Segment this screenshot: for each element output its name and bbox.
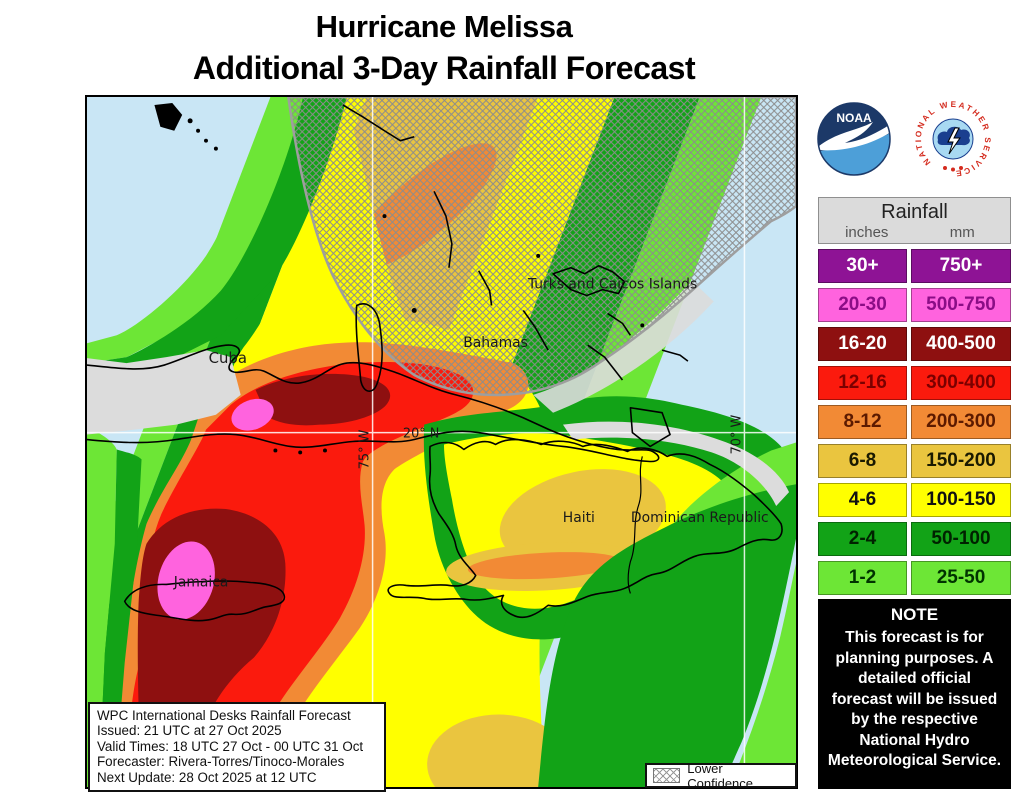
legend-col-inches: inches — [845, 224, 889, 241]
jamaica-magenta-core — [157, 541, 215, 620]
page-title: Hurricane Melissa Additional 3-Day Rainf… — [0, 6, 888, 90]
label-turks-caicos: Turks and Caicos Islands — [527, 277, 697, 293]
info-line: WPC International Desks Rainfall Forecas… — [97, 708, 351, 723]
cuba-coast — [87, 344, 660, 463]
rainfall-legend: Rainfall inches mm 30+ 750+ 20-30 500-75… — [818, 197, 1011, 595]
nws-dots — [943, 166, 963, 172]
legend-row: 12-16 300-400 — [818, 366, 1011, 400]
forecast-info-box: WPC International Desks Rainfall Forecas… — [88, 702, 386, 793]
rainfall-forecast-map: Cuba Jamaica Haiti Dominican Republic Ba… — [85, 95, 798, 789]
legend-row: 16-20 400-500 — [818, 327, 1011, 361]
legend-rows: 30+ 750+ 20-30 500-750 16-20 400-500 12-… — [818, 249, 1011, 595]
legend-row: 6-8 150-200 — [818, 444, 1011, 478]
title-line1: Hurricane Melissa — [315, 9, 573, 44]
map-labels: Cuba Jamaica Haiti Dominican Republic Ba… — [173, 277, 769, 591]
label-dominican-republic: Dominican Republic — [631, 510, 769, 526]
label-lat-20n: 20° N — [403, 427, 440, 442]
info-line: Valid Times: 18 UTC 27 Oct - 00 UTC 31 O… — [97, 738, 364, 754]
legend-row: 30+ 750+ — [818, 249, 1011, 283]
legend-row: 1-2 25-50 — [818, 561, 1011, 595]
info-line: Issued: 21 UTC at 27 Oct 2025 — [97, 723, 282, 739]
label-bahamas: Bahamas — [463, 335, 528, 351]
noaa-wordmark: NOAA — [836, 111, 872, 125]
legend-row: 4-6 100-150 — [818, 483, 1011, 517]
island-fragments — [154, 102, 645, 455]
legend-col-mm: mm — [949, 224, 975, 241]
lower-confidence-key: Lower Confidence — [645, 760, 797, 791]
hatch-swatch-icon — [653, 768, 681, 783]
nws-logo: NATIONAL WEATHER SERVICE — [914, 100, 992, 183]
label-jamaica: Jamaica — [173, 574, 229, 590]
label-lon-75w: 75° W — [358, 429, 373, 469]
legend-row: 20-30 500-750 — [818, 288, 1011, 322]
map-canvas: Cuba Jamaica Haiti Dominican Republic Ba… — [87, 97, 796, 787]
info-line: Forecaster: Rivera-Torres/Tinoco-Morales — [97, 754, 345, 770]
noaa-bird-icon — [819, 122, 890, 151]
title-line2: Additional 3-Day Rainfall Forecast — [192, 50, 696, 86]
coastlines — [87, 104, 783, 622]
label-haiti: Haiti — [563, 510, 595, 526]
legend-header: Rainfall inches mm — [818, 197, 1011, 244]
legend-title: Rainfall — [881, 201, 948, 223]
label-cuba: Cuba — [209, 349, 247, 367]
note-box: NOTE This forecast is for planning purpo… — [818, 599, 1011, 789]
hispaniola-coast — [387, 438, 783, 619]
note-title: NOTE — [890, 605, 939, 624]
lower-confidence-label: Lower Confidence — [687, 760, 754, 791]
lower-confidence-region — [287, 97, 796, 397]
haiti-dr-border — [627, 456, 643, 594]
nws-lightning-icon — [947, 127, 961, 155]
legend-row: 2-4 50-100 — [818, 522, 1011, 556]
haiti-orange-streak — [467, 552, 623, 580]
south-golden-blob — [427, 714, 570, 787]
noaa-logo: NOAA — [817, 102, 891, 181]
label-lon-70w: 70° W — [729, 414, 744, 454]
heavy-rain-cores — [116, 104, 555, 787]
note-body: This forecast is for planning purposes. … — [827, 629, 1002, 769]
cuba-magenta-core — [231, 398, 274, 431]
info-line: Next Update: 28 Oct 2025 at 12 UTC — [97, 769, 317, 785]
jamaica-coast — [123, 580, 286, 622]
legend-row: 8-12 200-300 — [818, 405, 1011, 439]
